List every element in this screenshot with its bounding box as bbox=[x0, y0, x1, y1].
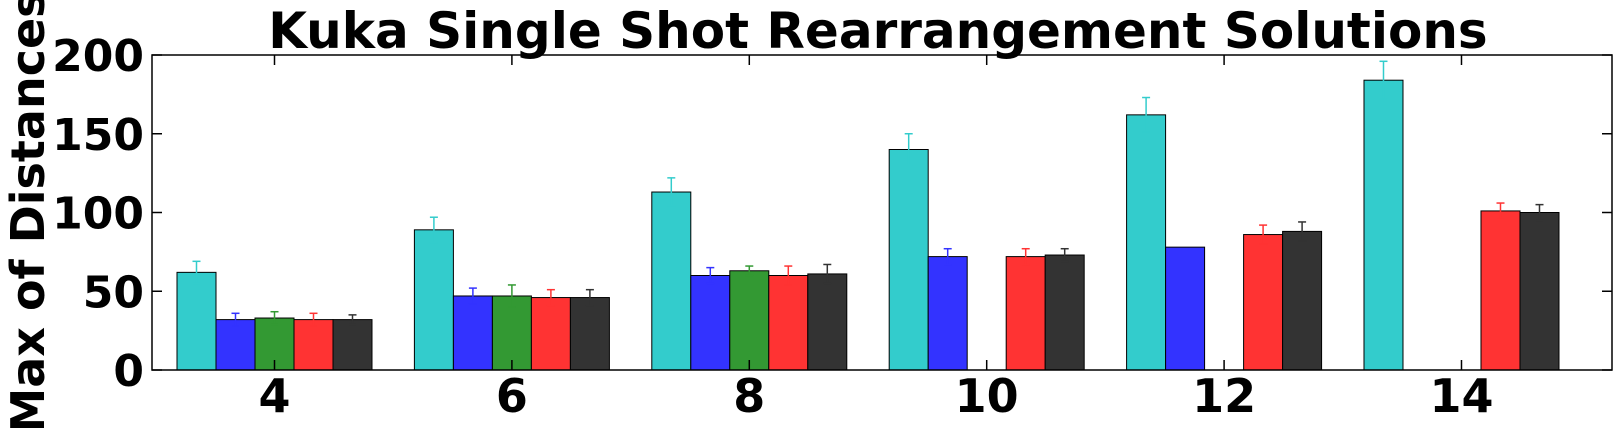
x-tick-label: 14 bbox=[1429, 369, 1493, 423]
bar bbox=[1126, 114, 1167, 371]
bar bbox=[927, 256, 968, 371]
y-tick-label: 150 bbox=[52, 110, 144, 161]
bar bbox=[452, 295, 493, 371]
bar bbox=[1044, 254, 1085, 371]
bar bbox=[807, 273, 848, 371]
bar bbox=[1480, 210, 1521, 371]
error-bars-layer bbox=[192, 60, 1544, 327]
x-tick-label: 8 bbox=[733, 369, 765, 423]
bar bbox=[491, 295, 532, 371]
bar bbox=[690, 275, 731, 371]
x-tick-label: 6 bbox=[496, 369, 528, 423]
bar bbox=[215, 319, 256, 371]
y-tick-label: 50 bbox=[83, 267, 144, 318]
bar bbox=[1005, 256, 1046, 371]
bar bbox=[1282, 230, 1323, 371]
bar bbox=[293, 319, 334, 371]
x-tick-label: 12 bbox=[1192, 369, 1256, 423]
y-tick-label: 100 bbox=[52, 189, 144, 240]
bar bbox=[176, 271, 217, 371]
y-axis: 0 50 100 150 200 bbox=[52, 31, 1612, 397]
x-tick-label: 10 bbox=[955, 369, 1019, 423]
y-axis-title: Max of Distances bbox=[1, 0, 55, 428]
bar bbox=[332, 319, 373, 371]
bar bbox=[1519, 212, 1560, 371]
bars-layer bbox=[176, 79, 1560, 371]
bar bbox=[569, 297, 610, 371]
bar bbox=[1243, 234, 1284, 371]
bar bbox=[768, 275, 809, 371]
x-axis: 4 6 8 10 12 14 bbox=[258, 55, 1493, 423]
bar bbox=[729, 270, 770, 371]
bar bbox=[888, 149, 929, 371]
bar bbox=[651, 191, 692, 371]
bar bbox=[413, 229, 454, 371]
y-tick-label: 200 bbox=[52, 31, 144, 82]
y-tick-label: 0 bbox=[113, 346, 144, 397]
bar bbox=[530, 297, 571, 371]
x-tick-label: 4 bbox=[258, 369, 290, 423]
chart-title: Kuka Single Shot Rearrangement Solutions bbox=[268, 2, 1487, 60]
bar bbox=[1165, 246, 1206, 371]
bar bbox=[1363, 79, 1404, 371]
